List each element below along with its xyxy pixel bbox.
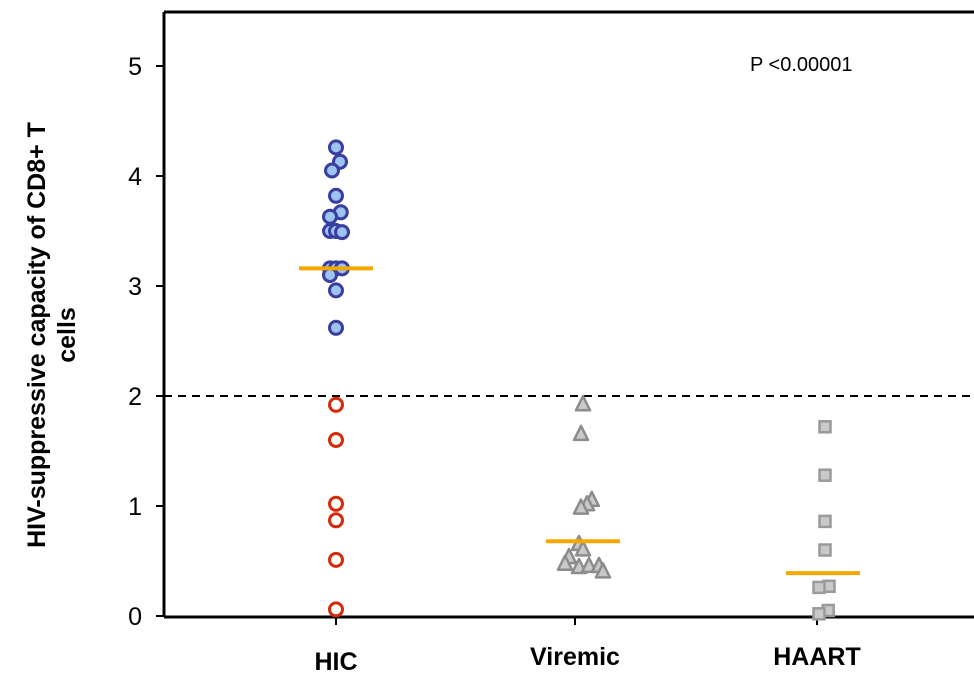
data-point-hic-high (328, 282, 344, 299)
data-point-hic-low (328, 512, 344, 529)
data-point-hic-high (328, 139, 344, 156)
data-point-hic-high (322, 267, 338, 283)
y-axis-label-line-2: cells (53, 307, 81, 363)
data-point-viremic (572, 424, 590, 442)
y-tick-label: 1 (128, 493, 142, 521)
data-point-viremic (572, 498, 590, 515)
y-tick-label: 5 (128, 53, 142, 81)
category-labels: HIC Viremic HAART (314, 643, 860, 676)
p-value-annotation: P <0.00001 (750, 54, 853, 76)
data-point-hic-high (322, 208, 338, 225)
y-ticks: 0 1 2 3 4 5 (128, 53, 164, 631)
median-lines (299, 266, 860, 576)
data-point-hic-low (328, 495, 344, 512)
y-axis-label-line-1: HIV-suppressive capacity of CD8+ T (23, 122, 51, 548)
data-point-hic-high (324, 162, 340, 179)
data-point-viremic (574, 540, 592, 557)
data-point-hic-low (328, 432, 344, 448)
y-tick-label: 2 (128, 383, 142, 411)
data-point-hic-high (334, 224, 350, 241)
x-category-label: HAART (773, 643, 861, 671)
data-point-viremic (556, 554, 574, 571)
data-point-viremic (594, 562, 612, 579)
y-tick-label: 4 (128, 163, 142, 191)
y-tick-label: 0 (128, 603, 142, 631)
data-point-hic-low (328, 551, 344, 568)
y-tick-label: 3 (128, 273, 142, 301)
x-category-label: HIC (314, 648, 357, 676)
data-point-hic-high (328, 187, 344, 204)
y-axis-label: HIV-suppressive capacity of CD8+ T cells (23, 122, 81, 548)
data-point-haart (812, 580, 826, 595)
data-point-haart (818, 468, 832, 482)
axes (162, 10, 974, 625)
x-category-label: Viremic (530, 643, 620, 671)
data-point-haart (818, 514, 832, 529)
data-point-haart (818, 543, 832, 557)
data-point-haart (818, 420, 832, 434)
data-points (322, 139, 836, 621)
data-point-hic-low (328, 601, 344, 618)
data-point-viremic (574, 394, 592, 412)
data-point-hic-low (328, 396, 344, 413)
data-point-hic-high (328, 319, 344, 336)
data-point-haart (812, 607, 826, 621)
